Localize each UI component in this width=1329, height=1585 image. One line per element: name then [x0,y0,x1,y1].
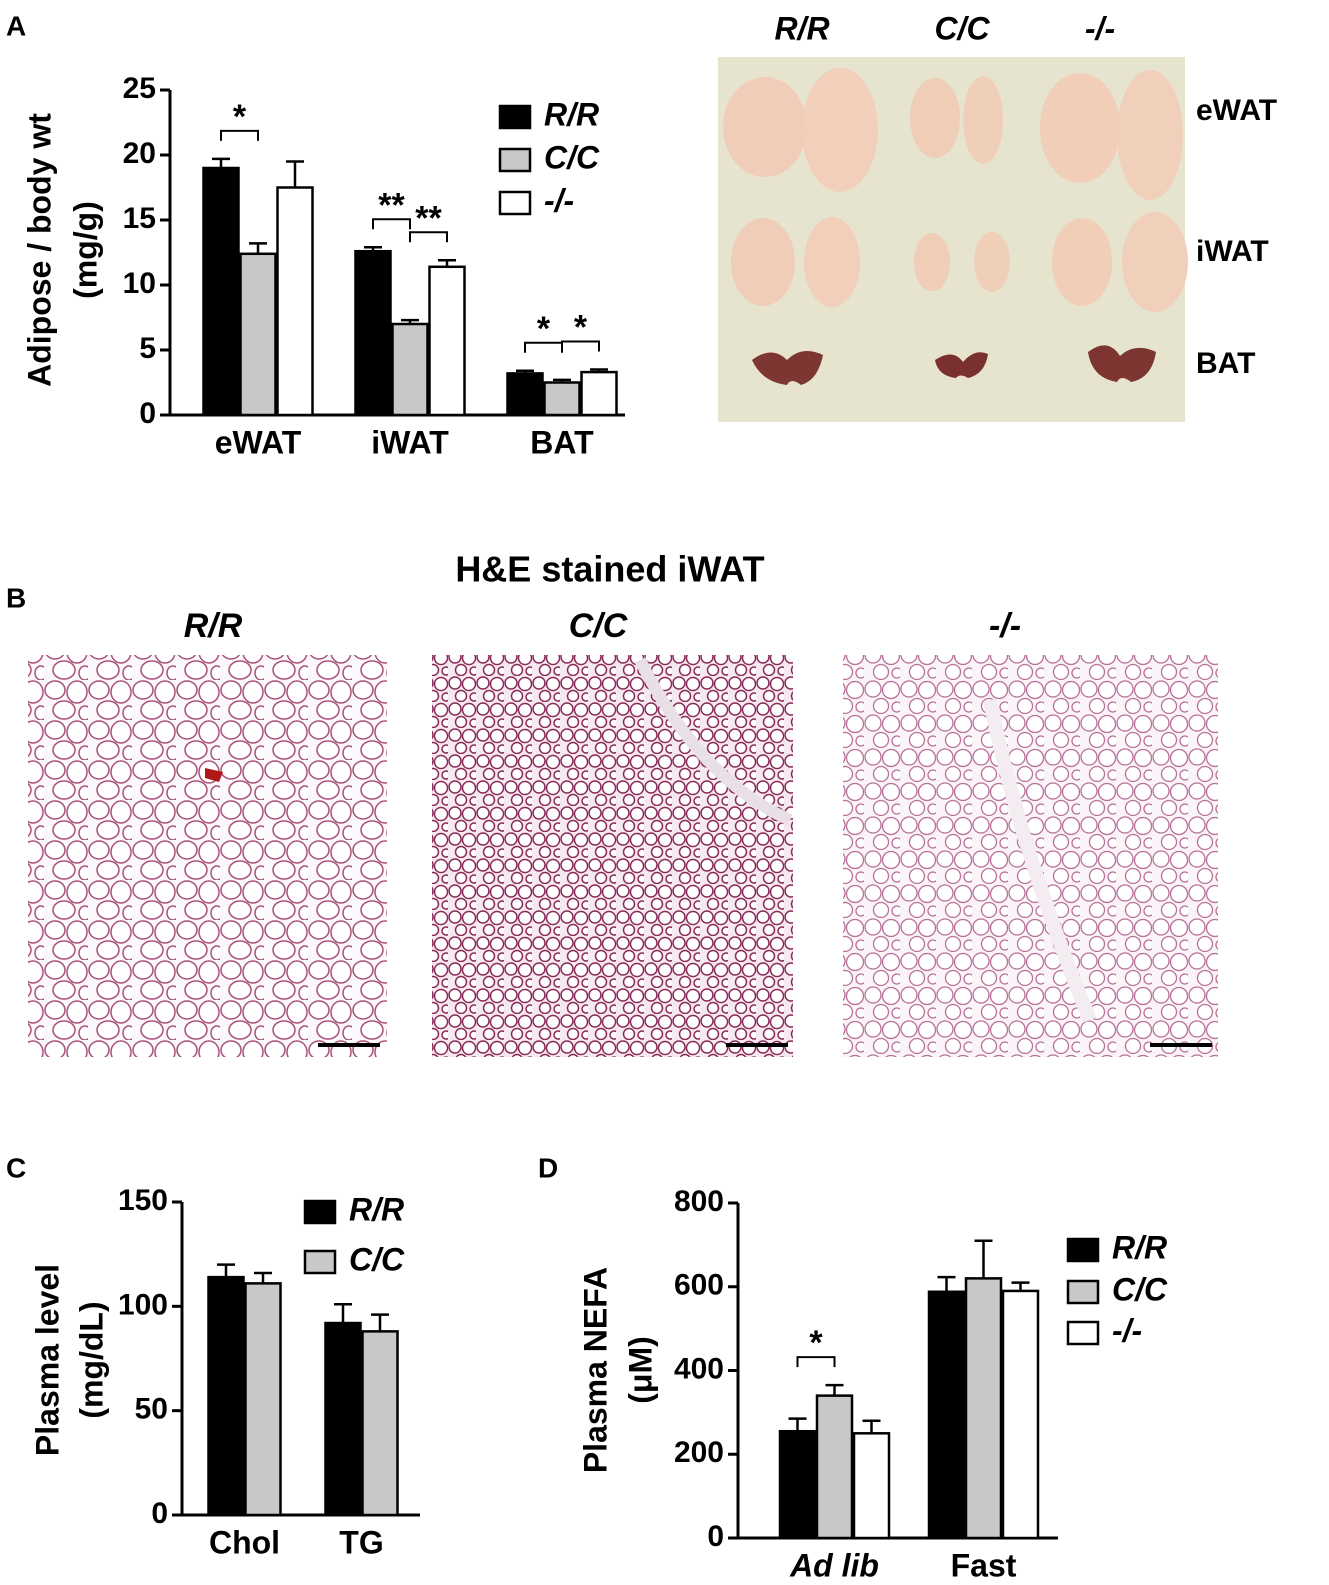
panel-label: D [538,1152,558,1183]
bar [207,1275,245,1517]
legend-label: R/R [544,96,599,132]
y-axis-label: Adipose / body wt [21,113,57,387]
y-tick-label: 15 [123,202,156,235]
bar [324,1321,362,1517]
legend-swatch [1066,1279,1100,1305]
histology-column-label: -/- [989,607,1021,645]
tissue-photo [718,57,1188,422]
bar [276,186,314,417]
significance-bracket [372,218,411,230]
legend-label: C/C [349,1241,405,1277]
photo-row-label: BAT [1196,347,1255,380]
y-tick-label: 150 [118,1184,168,1217]
y-tick-label: 10 [123,267,156,300]
bar [354,249,392,417]
x-tick-label: Fast [951,1547,1017,1583]
bar [202,166,240,417]
y-axis-label: Plasma NEFA [577,1267,613,1473]
bar [428,265,466,417]
significance-label: * [537,310,551,348]
photo-row-label: eWAT [1196,94,1277,127]
panel-label: C [6,1152,26,1183]
photo-column-label: C/C [934,10,990,46]
y-tick-label: 5 [139,332,156,365]
y-tick-label: 0 [707,1520,724,1553]
significance-bracket [409,231,448,243]
bar [244,1282,282,1517]
bar [852,1432,891,1540]
legend-swatch [498,104,532,130]
bar [391,322,429,417]
bar [580,370,618,417]
histology-column-label: C/C [569,607,628,645]
legend-label: C/C [544,139,600,175]
significance-label: ** [378,186,405,224]
significance-label: * [809,1324,823,1362]
photo-column-label: R/R [774,10,829,46]
legend-swatch [498,147,532,173]
histology-column-label: R/R [184,607,243,645]
bar [815,1394,854,1540]
x-tick-label: BAT [530,424,594,460]
legend-swatch [498,190,532,216]
y-tick-label: 600 [674,1269,724,1302]
x-tick-label: eWAT [215,424,302,460]
photo-row-label: iWAT [1196,235,1269,268]
bar [543,381,581,417]
significance-label: * [574,308,588,346]
y-tick-label: 400 [674,1352,724,1385]
bar [239,252,277,417]
y-tick-label: 25 [123,72,156,105]
legend-swatch [303,1199,337,1225]
legend-label: -/- [1112,1312,1142,1348]
significance-bracket [561,340,600,352]
y-tick-label: 100 [118,1288,168,1321]
histology-image [843,655,1218,1057]
photo-column-label: -/- [1085,10,1115,46]
bar [506,372,544,417]
y-tick-label: 20 [123,137,156,170]
x-tick-label: iWAT [371,424,449,460]
panel-label: A [6,10,26,41]
bar [927,1290,966,1540]
y-tick-label: 0 [139,397,156,430]
y-axis-label: Plasma level [29,1264,65,1456]
y-tick-label: 800 [674,1185,724,1218]
y-axis-label: (mg/g) [67,201,103,299]
x-tick-label: Chol [209,1524,280,1560]
y-tick-label: 50 [135,1393,168,1426]
significance-bracket [220,129,259,141]
legend-swatch [303,1249,337,1275]
x-tick-label: TG [339,1524,383,1560]
x-tick-label: Ad lib [789,1547,879,1583]
legend-label: R/R [349,1191,404,1227]
significance-bracket [796,1356,836,1368]
y-tick-label: 0 [151,1497,168,1530]
legend-label: C/C [1112,1271,1168,1307]
significance-label: * [233,98,247,136]
y-tick-label: 200 [674,1436,724,1469]
bar [361,1330,399,1517]
panel-label: B [6,582,26,613]
y-axis-label: (mg/dL) [73,1301,109,1418]
legend-swatch [1066,1237,1100,1263]
significance-label: ** [415,199,442,237]
histology-title: H&E stained iWAT [455,549,764,590]
legend-swatch [1066,1320,1100,1346]
y-axis-label: (μM) [622,1336,658,1404]
histology-image [432,655,793,1057]
legend-label: -/- [544,182,574,218]
histology-image [28,655,387,1057]
bar [964,1277,1003,1540]
bar [1001,1289,1040,1540]
bar [778,1429,817,1540]
legend-label: R/R [1112,1229,1167,1265]
